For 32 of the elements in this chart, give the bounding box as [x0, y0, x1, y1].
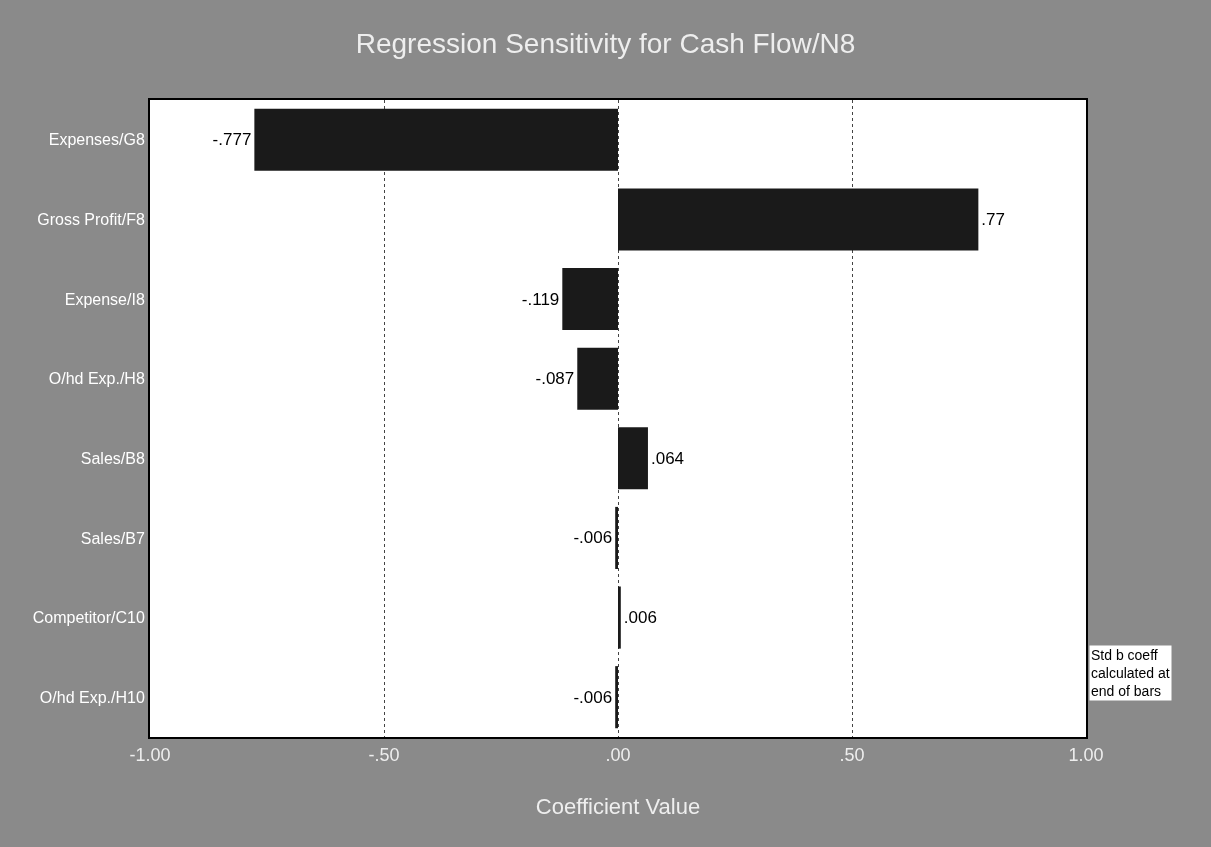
x-tick-label: .00 [605, 744, 631, 765]
bar [618, 188, 979, 251]
data-label: -.119 [521, 289, 560, 309]
x-tick-label: .50 [839, 744, 865, 765]
data-label: -.006 [573, 687, 613, 707]
y-tick-label: Sales/B7 [80, 529, 145, 547]
bar [254, 108, 618, 171]
y-tick-label: Competitor/C10 [32, 609, 145, 627]
y-tick-label: O/hd Exp./H8 [48, 370, 145, 388]
bar [618, 427, 648, 490]
text: Std b coeff calculated at end of bars [1091, 647, 1170, 700]
data-label: .006 [623, 608, 657, 628]
data-label: .064 [650, 448, 685, 468]
x-tick-label: -.50 [368, 744, 400, 765]
y-tick-label: Expenses/G8 [48, 131, 145, 149]
data-label: -.087 [535, 369, 575, 389]
bar [615, 506, 618, 569]
x-tick-label: -1.00 [129, 744, 171, 765]
bar [562, 268, 618, 331]
y-tick-label: Sales/B8 [80, 449, 145, 467]
bar [618, 586, 621, 649]
x-axis-title: Coefficient Value [535, 794, 701, 819]
y-tick-label: Expense/I8 [64, 290, 145, 308]
x-tick-label: 1.00 [1068, 744, 1104, 765]
bar [615, 666, 618, 729]
data-label: -.006 [573, 528, 613, 548]
chart-title: Regression Sensitivity for Cash Flow/N8 [355, 28, 856, 60]
y-tick-label: O/hd Exp./H10 [39, 688, 145, 706]
data-label: -.777 [212, 130, 252, 150]
data-label: .77 [981, 209, 1005, 229]
bar [577, 347, 618, 410]
y-tick-label: Gross Profit/F8 [37, 211, 145, 229]
